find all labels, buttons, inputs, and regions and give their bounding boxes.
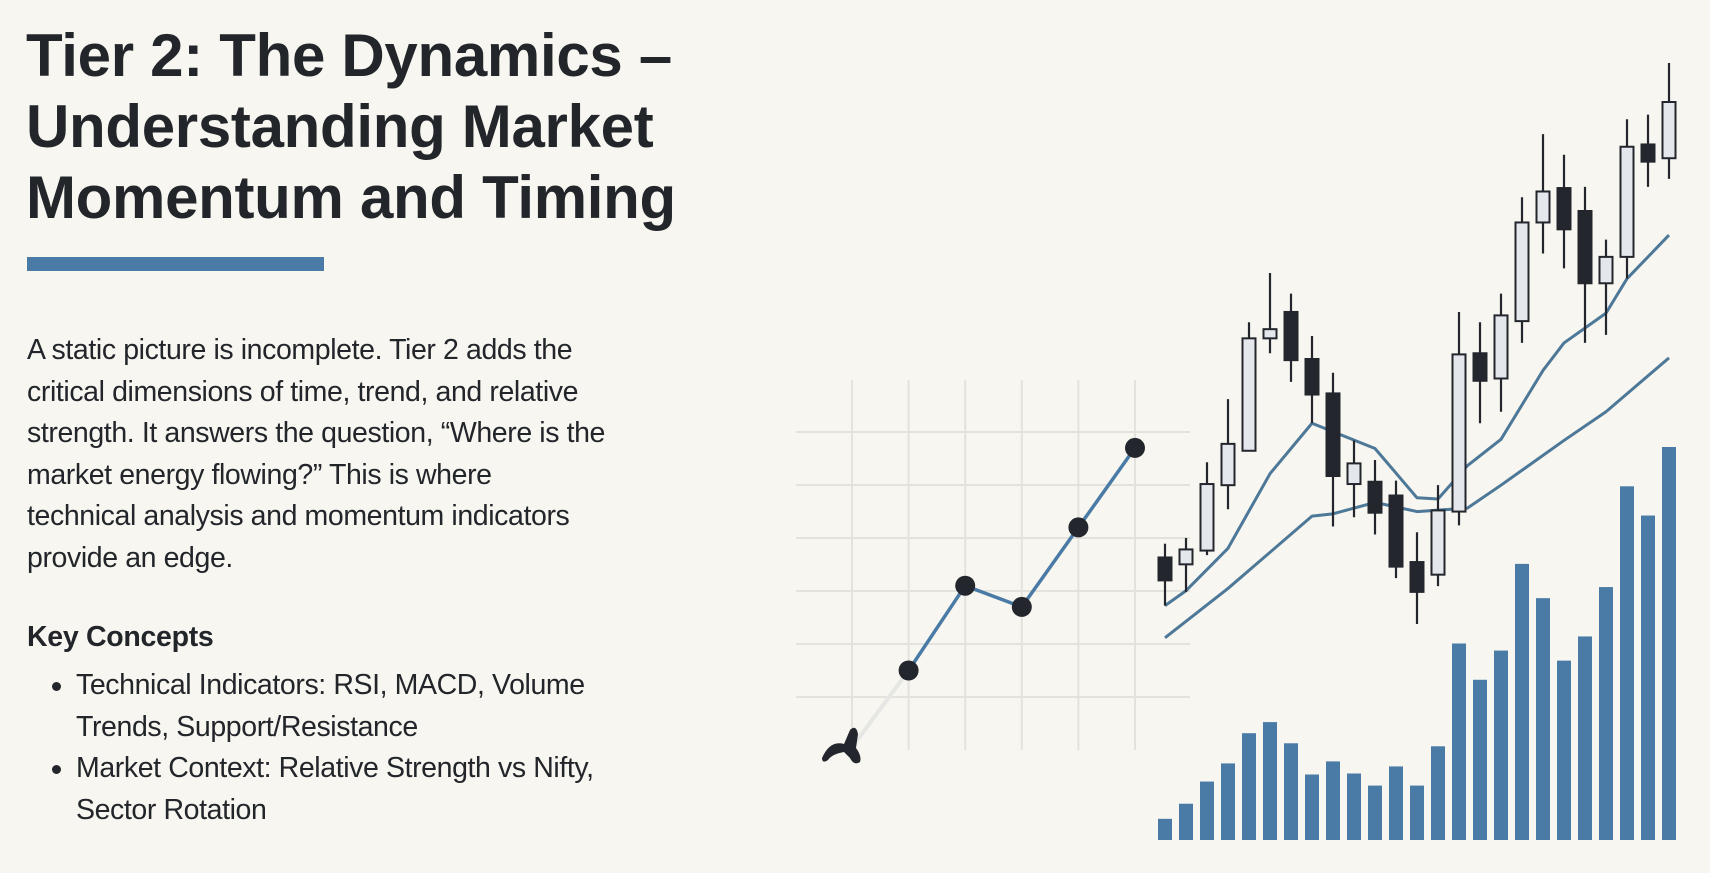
candle-up — [1178, 548, 1194, 566]
faded-line-segment — [848, 669, 911, 752]
key-concepts-heading: Key Concepts — [27, 621, 214, 653]
volume-bar — [1515, 563, 1529, 840]
candle-up — [1451, 353, 1467, 513]
volume-bar — [1305, 774, 1319, 840]
volume-bar — [1221, 763, 1235, 840]
bullet-text: Technical Indicators: RSI, MACD, Volume — [76, 669, 585, 701]
volume-bar — [1662, 447, 1676, 840]
volume-bar — [1368, 785, 1382, 840]
candle-down — [1640, 143, 1656, 163]
paragraph-line: market energy flowing?” This is where — [27, 458, 492, 491]
volume-bar — [1473, 679, 1487, 840]
volume-bar — [1557, 660, 1571, 840]
data-point — [955, 575, 976, 596]
data-point — [1011, 596, 1032, 617]
paragraph-line: A static picture is incomplete. Tier 2 a… — [27, 334, 573, 366]
key-concepts-list: Technical Indicators: RSI, MACD, Volume … — [27, 665, 594, 831]
paragraph-line: technical analysis and momentum indicato… — [27, 500, 570, 533]
volume-bar — [1536, 598, 1550, 840]
volume-bar — [1284, 743, 1298, 840]
title-line: Tier 2: The Dynamics – — [26, 22, 672, 89]
paragraph-line: provide an edge. — [27, 541, 233, 574]
candle-down — [1472, 352, 1488, 382]
candle-down — [1283, 310, 1299, 362]
volume-bar — [1620, 486, 1634, 840]
volume-bar — [1242, 733, 1256, 840]
candle-down — [1388, 494, 1404, 568]
candle-up — [1619, 145, 1635, 258]
candle-down — [1367, 480, 1383, 514]
bullet-text: Market Context: Relative Strength vs Nif… — [76, 752, 594, 785]
candle-up — [1661, 101, 1677, 160]
volume-bar — [1578, 636, 1592, 840]
candle-up — [1493, 314, 1509, 380]
bullet-text: Trends, Support/Resistance — [76, 710, 418, 743]
candle-up — [1598, 255, 1614, 285]
candle-up — [1535, 190, 1551, 224]
title-line: Momentum and Timing — [26, 164, 676, 231]
intro-paragraph: A static picture is incomplete. Tier 2 a… — [27, 330, 605, 580]
title-line: Understanding Market — [26, 93, 654, 160]
volume-bar — [1494, 650, 1508, 840]
volume-bar — [1263, 722, 1277, 840]
candle-up — [1430, 509, 1446, 576]
slide-title: Tier 2: The Dynamics – Understanding Mar… — [26, 20, 676, 233]
volume-bar — [1347, 773, 1361, 840]
candle-up — [1241, 337, 1257, 452]
volume-bar — [1452, 643, 1466, 840]
candle-down — [1556, 187, 1572, 231]
candle-up — [1514, 221, 1530, 323]
moving-average-slow — [1164, 356, 1670, 639]
volume-bar — [1326, 761, 1340, 840]
volume-bar — [1599, 587, 1613, 840]
data-point — [1068, 517, 1089, 538]
candle-down — [1325, 392, 1341, 478]
paragraph-line: strength. It answers the question, “Wher… — [27, 417, 606, 450]
candle-up — [1262, 328, 1278, 340]
data-point — [898, 660, 919, 681]
candle-down — [1577, 209, 1593, 285]
bullet-icon — [52, 765, 61, 775]
candle-up — [1199, 483, 1215, 552]
list-item: Market Context: Relative Strength vs Nif… — [27, 748, 594, 831]
volume-bar — [1431, 746, 1445, 840]
bullet-icon — [52, 682, 61, 691]
candle-down — [1409, 561, 1425, 593]
paragraph-line: critical dimensions of time, trend, and … — [27, 375, 579, 408]
bullet-text: Sector Rotation — [76, 793, 267, 826]
volume-bar — [1389, 766, 1403, 840]
candle-down — [1157, 556, 1173, 582]
title-underline-accent — [27, 257, 324, 271]
candle-down — [1304, 357, 1320, 396]
data-point — [1125, 437, 1145, 458]
list-item: Technical Indicators: RSI, MACD, Volume … — [27, 665, 594, 748]
volume-bar — [1179, 803, 1193, 840]
candle-up — [1220, 442, 1236, 487]
volume-bar — [1410, 785, 1424, 840]
cursor-hand-icon — [822, 727, 861, 764]
volume-bar — [1200, 781, 1214, 840]
candle-up — [1346, 462, 1362, 486]
volume-bar — [1641, 515, 1655, 840]
volume-bar — [1158, 818, 1172, 840]
